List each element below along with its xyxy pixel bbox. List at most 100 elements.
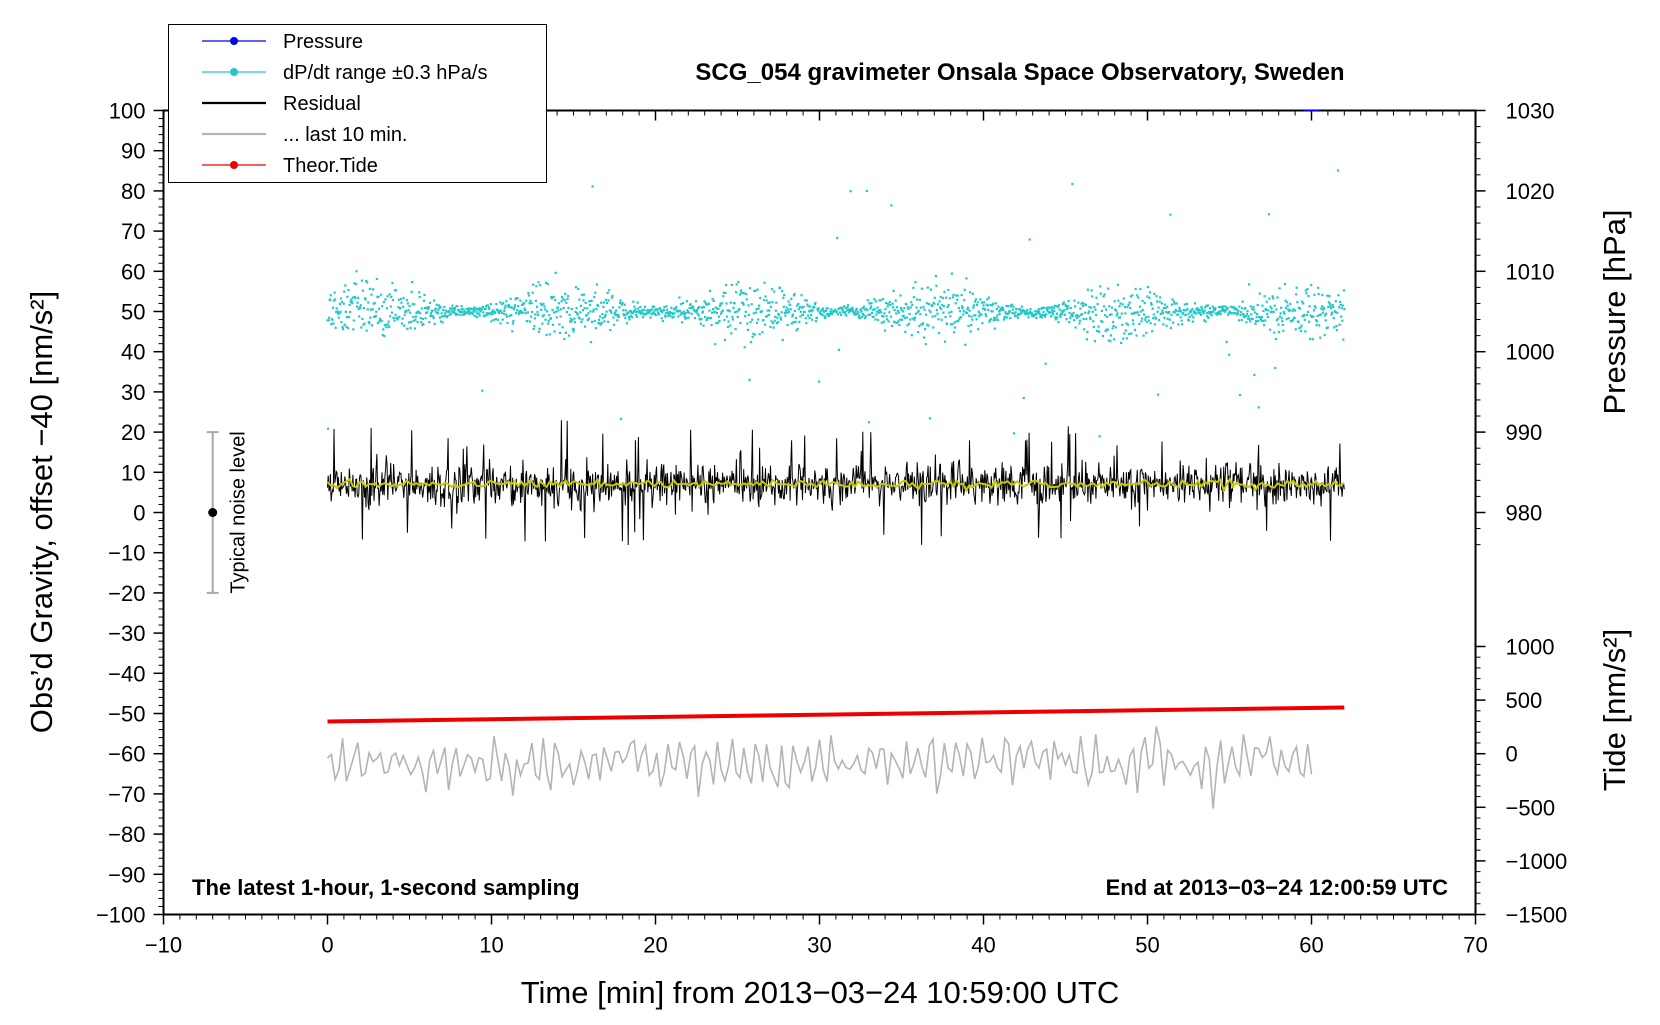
dpdt-point [683,315,686,318]
legend-label: Theor.Tide [283,155,378,177]
dpdt-point [735,291,738,294]
dpdt-point [1049,315,1053,318]
dpdt-point [1059,315,1062,318]
dpdt-point [1172,321,1175,324]
dpdt-point [434,307,437,310]
dpdt-point [478,309,481,312]
dpdt-point [610,296,613,299]
dpdt-point [594,291,597,294]
dpdt-point [623,303,626,306]
dpdt-point [722,295,725,298]
dpdt-point [581,318,584,321]
dpdt-point [875,313,878,316]
y-tick-label: 10 [121,460,145,485]
dpdt-point [986,304,989,307]
dpdt-point [996,318,1000,321]
dpdt-point [956,298,959,301]
dpdt-point [1308,320,1311,323]
dpdt-point [893,308,896,311]
dpdt-point [1057,304,1061,307]
dpdt-point [944,296,948,299]
dpdt-point [1285,318,1288,321]
dpdt-point [965,277,968,280]
dpdt-point [777,313,781,316]
dpdt-point [1125,322,1128,325]
dpdt-point [799,310,802,313]
dpdt-point [1079,307,1082,310]
dpdt-point [1122,297,1125,300]
x-tick-label: 10 [479,933,503,958]
dpdt-point [1071,314,1074,318]
dpdt-point [903,307,906,310]
dpdt-point [1223,308,1226,312]
dpdt-point [902,314,905,317]
dpdt-point [1040,316,1043,319]
dpdt-point [350,300,353,303]
dpdt-point [709,317,713,320]
dpdt-point [375,310,378,313]
dpdt-point [648,311,651,314]
dpdt-point [528,320,532,323]
dpdt-point [1084,311,1087,314]
dpdt-point [577,287,580,290]
dpdt-point [980,301,983,304]
dpdt-point [571,318,574,321]
dpdt-point [980,313,983,316]
dpdt-point [1271,310,1274,313]
dpdt-point [811,309,814,312]
dpdt-point [1027,312,1031,315]
dpdt-point [347,316,351,319]
dpdt-point [1219,310,1222,313]
dpdt-point [1150,302,1153,305]
dpdt-point [1212,310,1215,313]
dpdt-point [900,306,903,310]
dpdt-point [693,317,696,320]
dpdt-point [1008,310,1011,313]
dpdt-point [1142,308,1145,312]
dpdt-point [451,307,454,310]
dpdt-point [1074,305,1077,308]
dpdt-point [386,295,389,298]
dpdt-point [360,279,363,282]
dpdt-point [1304,289,1307,292]
dpdt-point [343,323,346,326]
legend-label: Residual [283,93,361,115]
legend-swatch-dot [230,161,238,169]
dpdt-point [474,307,477,310]
dpdt-point [1234,312,1237,315]
dpdt-point [799,315,802,318]
dpdt-point [1295,293,1298,296]
dpdt-point [869,307,872,310]
dpdt-point [1265,308,1268,312]
dpdt-point [489,312,492,315]
dpdt-point [948,311,951,314]
dpdt-point [373,301,376,305]
dpdt-point [1221,308,1224,311]
dpdt-point [367,320,370,324]
dpdt-point [1128,333,1131,336]
dpdt-point [376,321,379,325]
dpdt-point [863,308,866,311]
dpdt-point [527,294,530,297]
dpdt-point [542,314,545,317]
dpdt-point [596,304,600,307]
dpdt-point [572,328,575,331]
dpdt-point [1163,303,1167,306]
dpdt-point [636,301,639,304]
dpdt-point [790,322,793,325]
dpdt-point [1034,313,1038,316]
dpdt-point [1257,319,1260,323]
dpdt-point [453,307,457,310]
dpdt-point [1053,309,1056,313]
dpdt-point [961,305,964,308]
dpdt-point [576,312,579,315]
dpdt-point [854,313,857,316]
dpdt-point [1010,303,1013,306]
dpdt-point [1286,304,1289,307]
dpdt-point [1108,313,1111,316]
dpdt-point [459,314,462,317]
dpdt-point [1307,295,1310,298]
dpdt-point [1166,305,1169,308]
dpdt-point [789,303,792,306]
dpdt-point [887,320,890,323]
